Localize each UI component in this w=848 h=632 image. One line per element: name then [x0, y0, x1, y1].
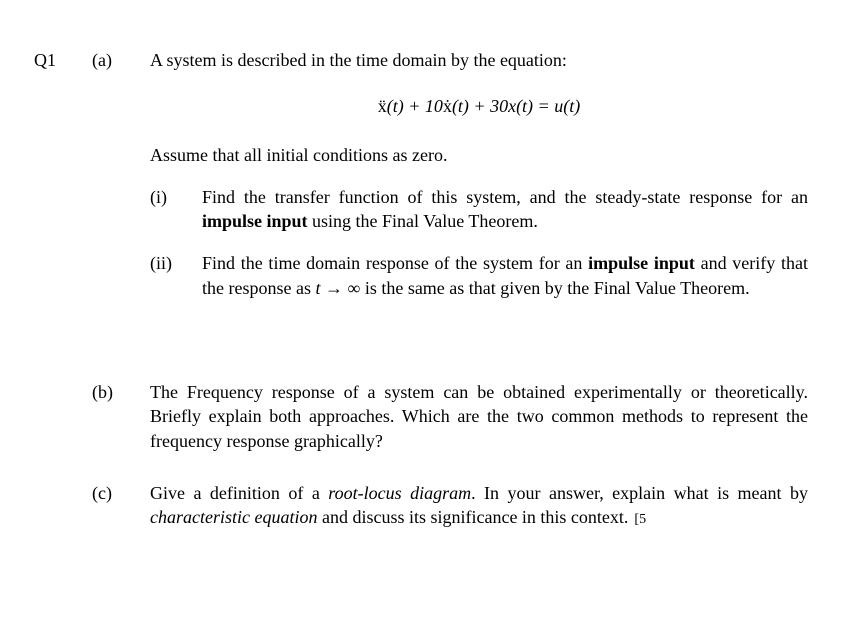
sub-i-body: Find the transfer function of this syste… [202, 187, 808, 231]
part-c-label: (c) [92, 481, 150, 505]
part-a-label: (a) [92, 48, 150, 72]
part-a-intro: A system is described in the time domain… [150, 48, 808, 72]
part-b-text: The Frequency response of a system can b… [150, 380, 808, 453]
assume-row: Assume that all initial conditions as ze… [34, 143, 808, 167]
equation: ẍ(t) + 10ẋ(t) + 30x(t) = u(t) [150, 94, 808, 118]
part-c-body: Give a definition of a root-locus diagra… [150, 483, 808, 527]
sub-i-label: (i) [150, 185, 202, 209]
part-b-label: (b) [92, 380, 150, 404]
part-c-mark: [5 [634, 512, 646, 527]
part-b-row: (b) The Frequency response of a system c… [34, 380, 808, 453]
question-number: Q1 [34, 48, 92, 72]
part-a-row: Q1 (a) A system is described in the time… [34, 48, 808, 72]
equation-row: ẍ(t) + 10ẋ(t) + 30x(t) = u(t) [34, 82, 808, 132]
sub-ii-body: Find the time domain response of the sys… [202, 253, 808, 297]
sub-i-text: Find the transfer function of this syste… [202, 185, 808, 234]
part-c-row: (c) Give a definition of a root-locus di… [34, 481, 808, 530]
sub-i-row: (i) Find the transfer function of this s… [34, 185, 808, 234]
question-block: Q1 (a) A system is described in the time… [34, 48, 808, 540]
sub-ii-row: (ii) Find the time domain response of th… [34, 251, 808, 300]
sub-ii-label: (ii) [150, 251, 202, 275]
assume-text: Assume that all initial conditions as ze… [150, 143, 808, 167]
part-c-text: Give a definition of a root-locus diagra… [150, 481, 808, 530]
sub-ii-text: Find the time domain response of the sys… [202, 251, 808, 300]
